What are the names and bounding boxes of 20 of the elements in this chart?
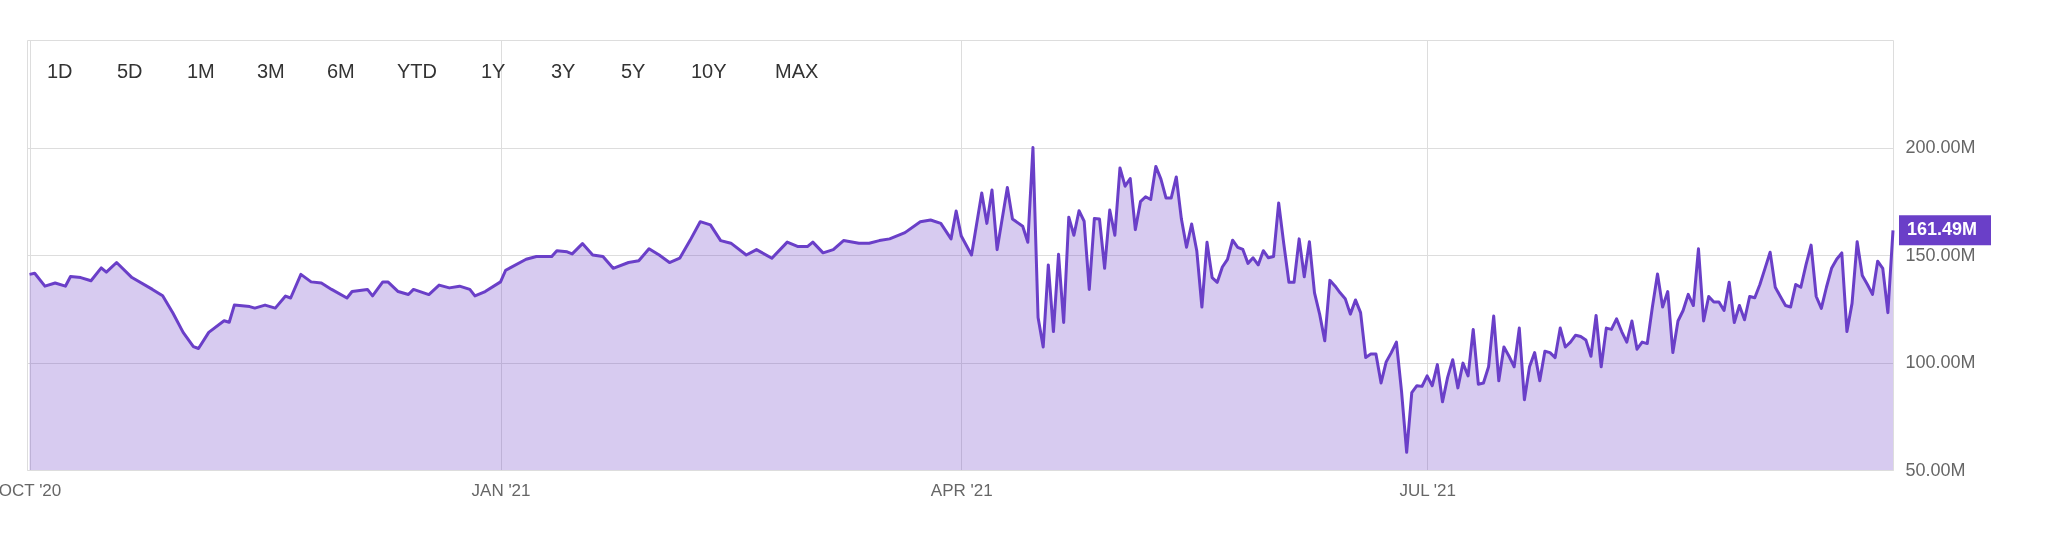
annotation: 3M [257,60,285,82]
annotation: 3Y [551,60,576,82]
annotation: MAX [775,60,819,82]
annotation: 5Y [621,60,646,82]
annotation: YTD [397,60,437,82]
x-tick-label: JUL '21 [1399,480,1456,500]
x-tick-label: JAN '21 [471,480,531,500]
annotation: 1D [47,60,73,82]
annotation: 1Y [481,60,506,82]
annotation: 10Y [691,60,727,82]
annotation: 161.49M [1907,219,1978,240]
annotation: 1M [187,60,215,82]
y-tick-label: 150.00M [1905,244,1976,265]
y-tick-label: 200.00M [1905,137,1976,157]
x-tick-label: OCT '20 [0,480,62,500]
y-tick-label: 100.00M [1905,352,1976,372]
annotation: 5D [117,60,143,82]
x-tick-label: APR '21 [930,480,993,500]
y-tick-label: 50.00M [1905,459,1966,480]
annotation: 6M [327,60,355,82]
